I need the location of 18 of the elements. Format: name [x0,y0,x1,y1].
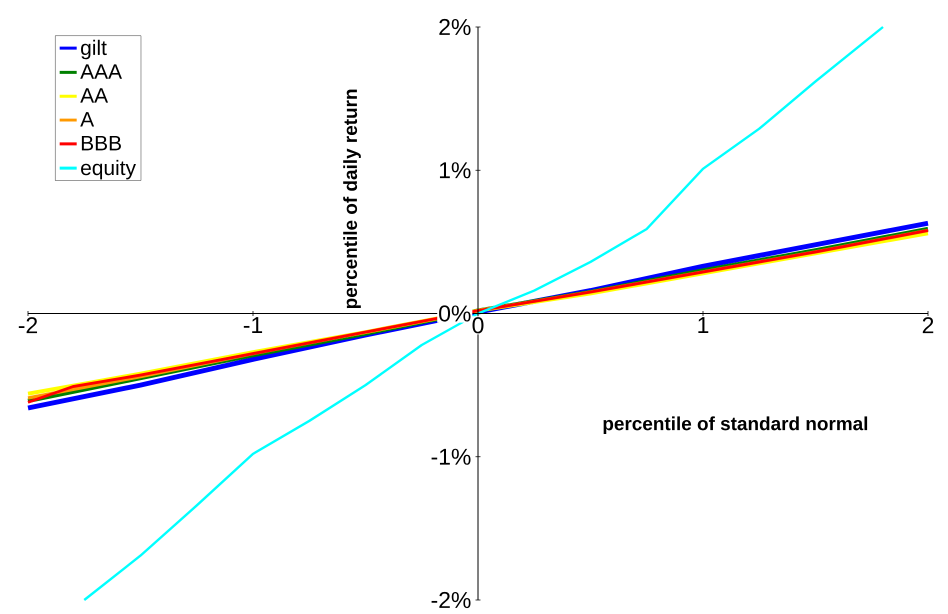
y-tick-label: -2% [432,592,471,608]
y-tick-label: -1% [432,448,471,465]
y-tick-label: 1% [440,162,471,178]
x-tick-label: 2 [922,317,934,334]
legend-label: AA [80,88,108,103]
x-tick-label: -1 [244,317,262,333]
x-tick-label: 1 [698,317,708,333]
x-tick-label: -2 [18,317,38,334]
y-tick-label: 2% [439,18,471,36]
legend-label: AAA [80,64,122,79]
x-axis-title: percentile of standard normal [604,416,868,434]
legend-label: equity [81,160,136,180]
legend-label: gilt [81,40,107,60]
y-axis-title: percentile of daily return [343,90,361,308]
x-tick-label: 0 [472,317,484,334]
legend-label: BBB [82,136,121,150]
legend-label: A [80,112,94,127]
y-tick-label: 0% [439,305,471,322]
